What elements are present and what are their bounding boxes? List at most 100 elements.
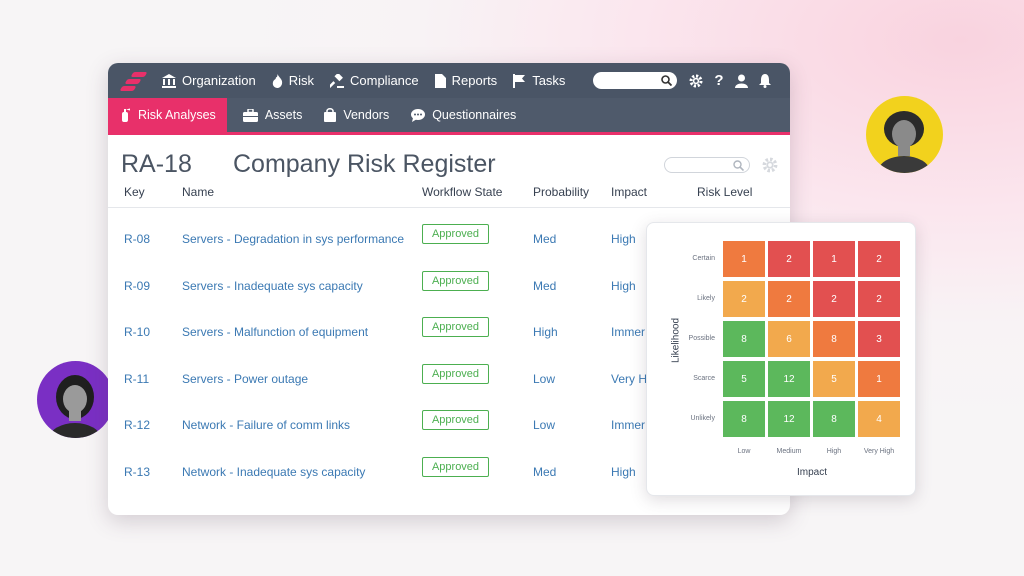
- heatmap-cell[interactable]: 5: [723, 361, 765, 397]
- status-badge: Approved: [422, 410, 489, 431]
- flame-icon: [272, 73, 282, 88]
- heatmap-x-label: Very High: [863, 448, 895, 455]
- table-row[interactable]: R-09 Servers - Inadequate sys capacity A…: [108, 264, 790, 311]
- heatmap-cell[interactable]: 2: [768, 241, 810, 277]
- row-name[interactable]: Servers - Inadequate sys capacity: [182, 278, 363, 293]
- bell-icon[interactable]: [758, 73, 771, 88]
- row-key[interactable]: R-13: [124, 464, 151, 479]
- nav-compliance[interactable]: Compliance: [330, 73, 419, 88]
- briefcase-icon: [242, 108, 258, 122]
- tab-label: Risk Analyses: [138, 108, 216, 122]
- heatmap-cell[interactable]: 2: [768, 281, 810, 317]
- col-impact[interactable]: Impact: [611, 185, 648, 199]
- row-impact: Very H: [611, 371, 648, 386]
- risk-table-body: R-08 Servers - Degradation in sys perfor…: [108, 208, 790, 497]
- page-key: RA-18: [121, 149, 192, 178]
- heatmap-cell[interactable]: 2: [858, 241, 900, 277]
- settings-gear-icon[interactable]: [689, 74, 703, 88]
- search-icon: [661, 75, 673, 86]
- row-name[interactable]: Servers - Malfunction of equipment: [182, 325, 369, 340]
- heatmap-cell[interactable]: 8: [813, 401, 855, 437]
- heatmap-x-label: High: [826, 448, 842, 455]
- table-row[interactable]: R-08 Servers - Degradation in sys perfor…: [108, 217, 790, 264]
- row-key[interactable]: R-11: [124, 371, 150, 386]
- row-probability: Med: [533, 464, 557, 479]
- table-row[interactable]: R-13 Network - Inadequate sys capacity A…: [108, 450, 790, 497]
- row-key[interactable]: R-10: [124, 325, 151, 340]
- row-key[interactable]: R-12: [124, 418, 151, 433]
- help-icon[interactable]: ?: [714, 72, 724, 89]
- heatmap-cell[interactable]: 8: [723, 401, 765, 437]
- heatmap-cell[interactable]: 2: [723, 281, 765, 317]
- nav-tasks[interactable]: Tasks: [513, 73, 565, 88]
- app-logo[interactable]: [119, 70, 150, 92]
- row-probability: Med: [533, 232, 557, 246]
- status-badge: Approved: [422, 317, 489, 338]
- avatar-left: [37, 361, 114, 438]
- tab-vendors[interactable]: Vendors: [314, 98, 399, 132]
- heatmap-cell[interactable]: 2: [858, 281, 900, 317]
- heatmap-cell[interactable]: 2: [813, 281, 855, 317]
- document-icon: [434, 73, 446, 88]
- row-name[interactable]: Network - Failure of comm links: [182, 418, 351, 433]
- heatmap-x-label: Low: [737, 448, 751, 455]
- col-probability[interactable]: Probability: [533, 185, 590, 199]
- heatmap-cell[interactable]: 6: [768, 321, 810, 357]
- top-nav-bar: Organization Risk Compliance Reports Tas…: [108, 63, 790, 98]
- row-name[interactable]: Network - Inadequate sys capacity: [182, 464, 366, 479]
- row-impact: Immer: [611, 418, 645, 433]
- chat-bubble-icon: [411, 108, 426, 122]
- status-badge: Approved: [422, 224, 489, 244]
- nav-reports[interactable]: Reports: [434, 73, 497, 88]
- heatmap-cell[interactable]: 1: [858, 361, 900, 397]
- col-risk-level[interactable]: Risk Level: [697, 185, 753, 199]
- row-key[interactable]: R-09: [124, 278, 151, 293]
- table-row[interactable]: R-10 Servers - Malfunction of equipment …: [108, 310, 790, 357]
- shopping-bag-icon: [324, 108, 337, 122]
- row-impact: High: [611, 232, 636, 246]
- tab-assets[interactable]: Assets: [233, 98, 313, 132]
- gavel-icon: [330, 73, 344, 88]
- heatmap-cell[interactable]: 1: [723, 241, 765, 277]
- heatmap-cell[interactable]: 5: [813, 361, 855, 397]
- tab-label: Assets: [264, 108, 303, 122]
- page-search-input[interactable]: [664, 157, 750, 173]
- tab-questionnaires[interactable]: Questionnaires: [401, 98, 526, 132]
- heatmap-cell[interactable]: 3: [858, 321, 900, 357]
- heatmap-cell[interactable]: 4: [858, 401, 900, 437]
- heatmap-cell[interactable]: 1: [813, 241, 855, 277]
- col-workflow-state[interactable]: Workflow State: [422, 185, 503, 199]
- row-name[interactable]: Servers - Power outage: [182, 371, 309, 386]
- table-header: Key Name Workflow State Probability Impa…: [108, 180, 790, 208]
- nav-label: Organization: [182, 73, 256, 88]
- row-name[interactable]: Servers - Degradation in sys performance: [182, 232, 405, 246]
- nav-risk[interactable]: Risk: [272, 73, 314, 88]
- heatmap-cell[interactable]: 8: [723, 321, 765, 357]
- page-settings-gear-icon[interactable]: [762, 157, 778, 178]
- status-badge: Approved: [422, 270, 489, 291]
- user-icon[interactable]: [734, 74, 748, 88]
- page-title: Company Risk Register: [233, 149, 496, 178]
- tab-risk-analyses[interactable]: Risk Analyses: [108, 98, 227, 132]
- sub-nav-bar: Risk Analyses Assets Vendors Questionnai…: [108, 98, 790, 135]
- row-probability: High: [533, 325, 558, 340]
- fire-extinguisher-icon: [122, 108, 130, 122]
- col-key[interactable]: Key: [124, 185, 145, 199]
- row-probability: Low: [533, 418, 556, 433]
- heatmap-cell[interactable]: 8: [813, 321, 855, 357]
- nav-label: Risk: [288, 73, 314, 88]
- nav-organization[interactable]: Organization: [162, 73, 256, 88]
- heatmap-cell[interactable]: 12: [768, 361, 810, 397]
- heatmap-x-title: Impact: [796, 467, 827, 478]
- bank-icon: [162, 73, 176, 88]
- heatmap-cell[interactable]: 12: [768, 401, 810, 437]
- col-name[interactable]: Name: [182, 185, 215, 199]
- row-key[interactable]: R-08: [124, 232, 151, 246]
- top-search-input[interactable]: [593, 72, 678, 89]
- table-row[interactable]: R-12 Network - Failure of comm links App…: [108, 403, 790, 450]
- heatmap-y-label: Possible: [688, 335, 715, 342]
- table-row[interactable]: R-11 Servers - Power outage Approved Low…: [108, 357, 790, 404]
- row-probability: Med: [533, 278, 557, 293]
- tab-label: Questionnaires: [432, 108, 517, 122]
- nav-label: Compliance: [350, 73, 419, 88]
